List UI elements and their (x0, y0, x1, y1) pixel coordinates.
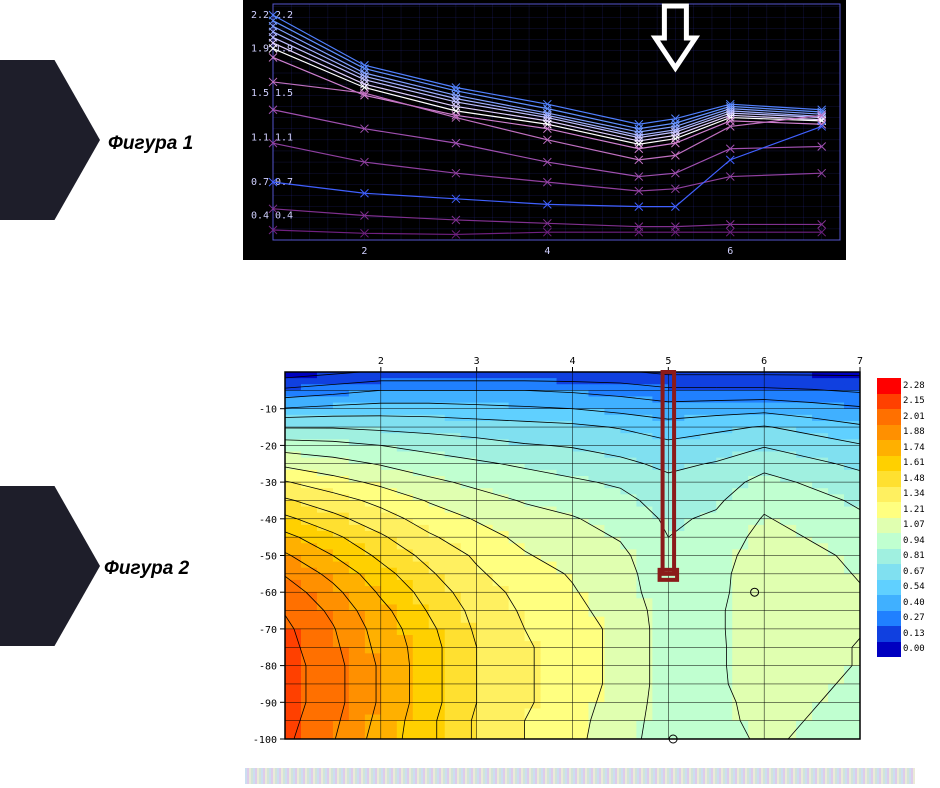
svg-text:1.9: 1.9 (251, 44, 269, 55)
legend-swatch (877, 642, 901, 658)
legend-swatch (877, 487, 901, 503)
noise-bar (245, 768, 915, 784)
svg-text:0.4: 0.4 (275, 211, 293, 222)
legend-swatch (877, 440, 901, 456)
figure2-label: Фигура 2 (104, 558, 189, 580)
legend-value: 2.01 (903, 412, 925, 422)
svg-text:-20: -20 (259, 441, 277, 452)
legend-value: 0.13 (903, 629, 925, 639)
legend-item: 2.15 (877, 394, 925, 410)
legend-item: 2.01 (877, 409, 925, 425)
legend-value: 0.00 (903, 644, 925, 654)
legend-item: 1.34 (877, 487, 925, 503)
legend-item: 0.67 (877, 564, 925, 580)
legend-item: 1.07 (877, 518, 925, 534)
legend-swatch (877, 394, 901, 410)
svg-text:-70: -70 (259, 625, 277, 636)
svg-text:1.5: 1.5 (251, 88, 269, 99)
legend-item: 0.00 (877, 642, 925, 658)
legend-value: 2.15 (903, 396, 925, 406)
svg-text:1.5: 1.5 (275, 88, 293, 99)
legend-value: 1.48 (903, 474, 925, 484)
svg-text:-40: -40 (259, 515, 277, 526)
legend-value: 0.40 (903, 598, 925, 608)
legend-swatch (877, 378, 901, 394)
legend-swatch (877, 595, 901, 611)
legend-swatch (877, 425, 901, 441)
legend-item: 1.48 (877, 471, 925, 487)
pentagon-marker-2 (0, 486, 100, 646)
svg-text:4: 4 (569, 356, 575, 367)
svg-text:-90: -90 (259, 698, 277, 709)
legend-swatch (877, 626, 901, 642)
legend-item: 0.13 (877, 626, 925, 642)
legend-value: 1.74 (903, 443, 925, 453)
svg-text:7: 7 (857, 356, 863, 367)
legend-swatch (877, 518, 901, 534)
svg-text:2.2: 2.2 (275, 10, 293, 21)
legend-swatch (877, 580, 901, 596)
figure2-chart: 2 3 4 5 6 7 -10 -20 -30 -40 -50 -60 -70 -80 -90 -100 (245, 350, 940, 745)
figure2-legend: 2.28 2.15 2.01 1.88 1.74 1.61 1.48 1.34 1.21 1.07… (877, 378, 925, 657)
svg-text:2.2: 2.2 (251, 10, 269, 21)
legend-swatch (877, 611, 901, 627)
legend-item: 0.94 (877, 533, 925, 549)
legend-item: 1.61 (877, 456, 925, 472)
svg-text:4: 4 (544, 246, 550, 257)
legend-swatch (877, 409, 901, 425)
svg-text:3: 3 (474, 356, 480, 367)
legend-value: 1.34 (903, 489, 925, 499)
legend-item: 0.54 (877, 580, 925, 596)
pentagon-marker-1 (0, 60, 100, 220)
legend-swatch (877, 456, 901, 472)
legend-item: 1.21 (877, 502, 925, 518)
legend-value: 0.81 (903, 551, 925, 561)
svg-text:6: 6 (727, 246, 733, 257)
legend-value: 2.28 (903, 381, 925, 391)
svg-text:-80: -80 (259, 662, 277, 673)
legend-value: 1.61 (903, 458, 925, 468)
svg-text:0.7: 0.7 (251, 177, 269, 188)
svg-text:5: 5 (665, 356, 671, 367)
legend-value: 0.27 (903, 613, 925, 623)
svg-text:2: 2 (378, 356, 384, 367)
legend-swatch (877, 533, 901, 549)
legend-swatch (877, 471, 901, 487)
svg-text:6: 6 (761, 356, 767, 367)
svg-text:-10: -10 (259, 405, 277, 416)
figure1-chart: 2460.40.40.70.71.11.11.51.51.91.92.22.2 (243, 0, 846, 260)
legend-value: 1.07 (903, 520, 925, 530)
svg-text:-50: -50 (259, 552, 277, 563)
svg-text:0.4: 0.4 (251, 211, 269, 222)
legend-value: 1.88 (903, 427, 925, 437)
legend-item: 2.28 (877, 378, 925, 394)
svg-text:1.1: 1.1 (251, 133, 269, 144)
legend-swatch (877, 549, 901, 565)
legend-swatch (877, 564, 901, 580)
svg-text:1.1: 1.1 (275, 133, 293, 144)
figure1-label: Фигура 1 (108, 133, 193, 155)
legend-value: 0.94 (903, 536, 925, 546)
legend-item: 1.74 (877, 440, 925, 456)
legend-value: 0.67 (903, 567, 925, 577)
svg-text:-30: -30 (259, 478, 277, 489)
legend-value: 0.54 (903, 582, 925, 592)
legend-item: 1.88 (877, 425, 925, 441)
svg-text:2: 2 (361, 246, 367, 257)
svg-text:-100: -100 (253, 735, 277, 745)
svg-text:-60: -60 (259, 588, 277, 599)
legend-item: 0.40 (877, 595, 925, 611)
legend-value: 1.21 (903, 505, 925, 515)
legend-swatch (877, 502, 901, 518)
legend-item: 0.27 (877, 611, 925, 627)
legend-item: 0.81 (877, 549, 925, 565)
